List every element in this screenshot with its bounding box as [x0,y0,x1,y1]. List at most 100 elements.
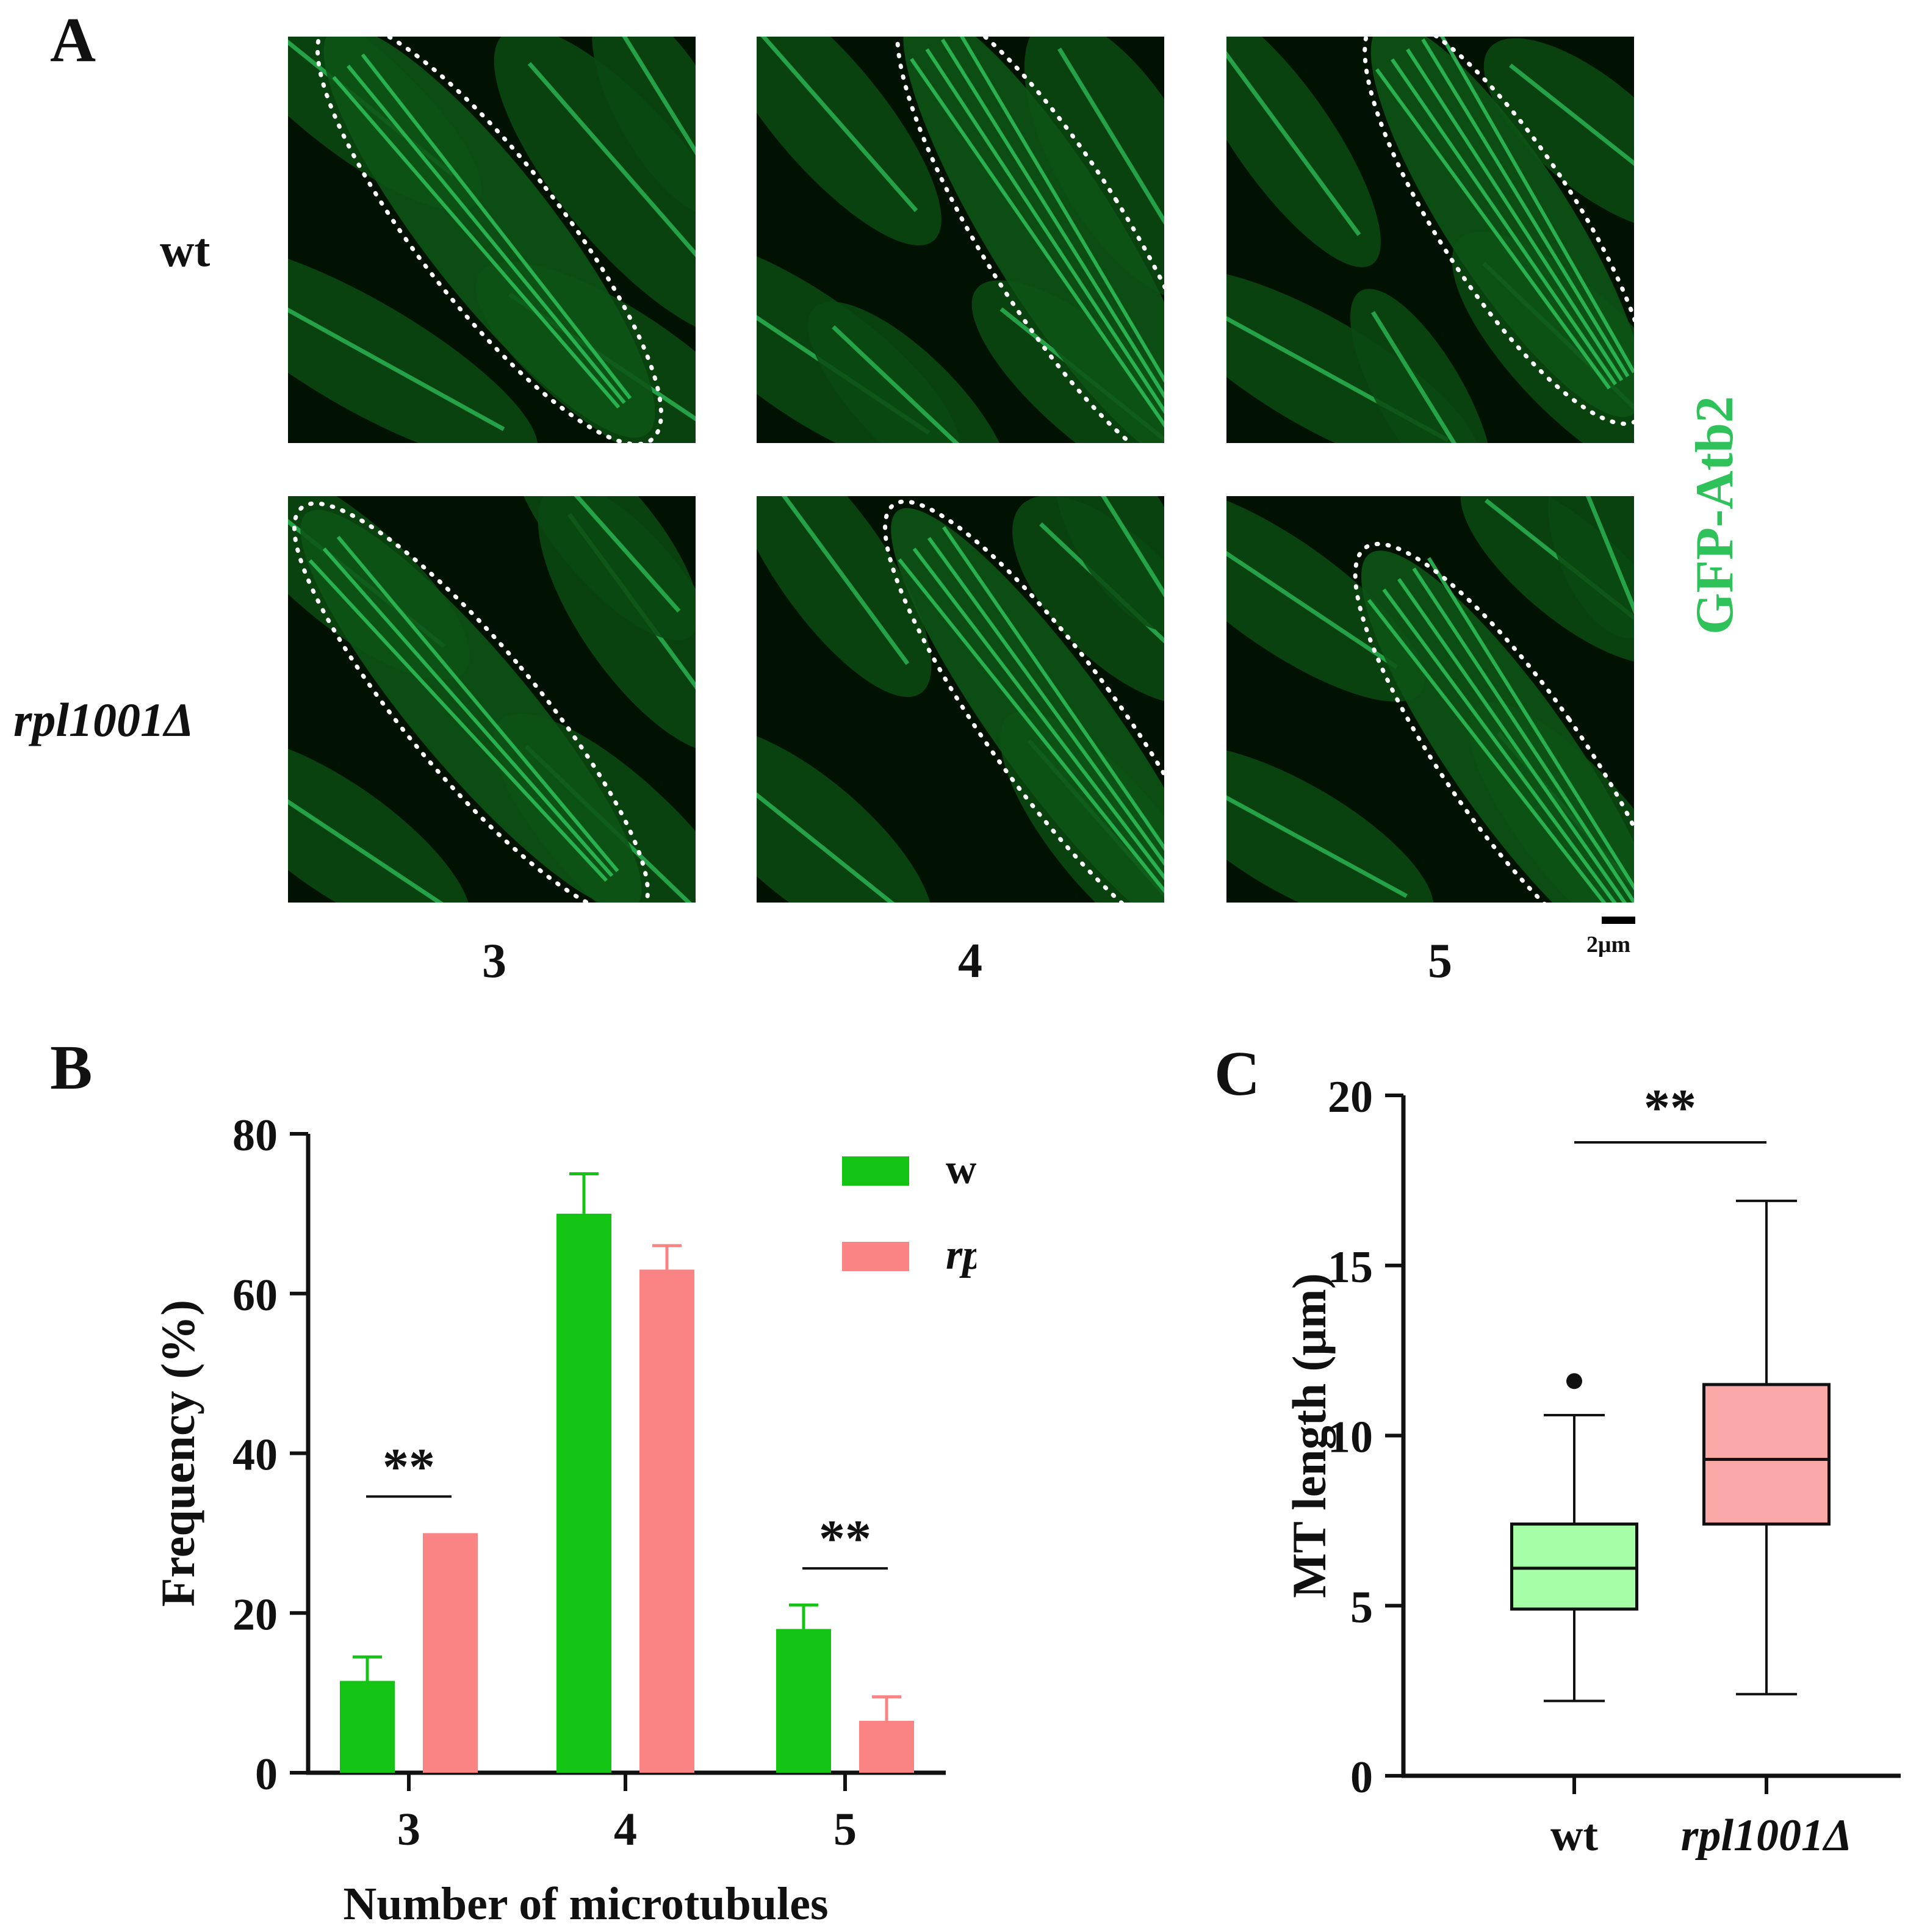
microtubule [1382,588,1634,903]
y-tick-label: 10 [1328,1413,1373,1463]
micrograph-wt-5 [1226,37,1634,443]
focus-cell [300,510,642,903]
cell-outline [1353,541,1634,903]
scale-bar-label: 2μm [1586,932,1631,957]
microtubule [942,526,1164,903]
microtubule [757,37,918,212]
panel-a-letter: A [50,5,96,75]
background-cell [511,496,696,641]
microtubule [927,536,1164,903]
microtubule [940,38,1164,428]
microtubule [288,271,505,431]
microtubule [1371,311,1478,443]
microtubule [361,53,632,400]
x-tick-label: rpl1001Δ [1681,1811,1852,1861]
microtubule [1406,48,1624,381]
microtubule [1391,58,1618,386]
y-tick-label: 60 [232,1271,278,1321]
x-tick-label: wt [1550,1811,1598,1861]
microtubule [910,57,1164,436]
microtubule [1226,772,1408,898]
micrograph-wt-3 [288,37,696,443]
significance-stars: ** [383,1437,435,1496]
background-cell [1350,289,1493,443]
row-label-wt: wt [160,223,211,276]
x-tick-label: 5 [833,1804,857,1855]
y-tick-label: 5 [1350,1582,1373,1632]
background-cell [288,242,538,443]
micrograph-rpl1001-5 [1226,496,1634,903]
channel-label: GFP-Atb2 [1685,395,1744,635]
box [1510,1522,1638,1611]
microtubule [757,496,910,665]
microtubule [1427,557,1634,903]
significance-stars: ** [1644,1078,1696,1137]
column-label-5: 5 [1428,934,1452,988]
focus-cell [903,37,1164,443]
focus-cell [1361,550,1634,903]
background-cell [592,37,696,218]
microtubule [956,37,1164,424]
background-cell [1226,745,1434,903]
x-tick-label: 3 [397,1804,420,1855]
microtubule [1412,568,1634,903]
box [1702,1383,1831,1526]
x-axis-label: Number of microtubules [343,1878,828,1930]
microtubule [898,558,1164,903]
microtubule [832,325,991,443]
microtubule [308,559,608,882]
panel-b-letter: B [50,1033,93,1103]
y-axis-label: MT length (μm) [1283,1273,1336,1598]
legend-swatch [842,1242,909,1271]
microtubule [322,547,614,878]
row-label-rpl1001: rpl1001Δ [13,693,194,746]
y-tick-label: 0 [1350,1753,1373,1803]
microtubule [336,535,619,873]
outlier-point [1566,1373,1582,1390]
legend-swatch [842,1156,909,1186]
y-tick-label: 80 [232,1111,278,1161]
y-tick-label: 15 [1328,1242,1373,1292]
microtubule [1057,48,1164,267]
micrograph-rpl1001-4 [757,496,1164,903]
panel-c-letter: C [1214,1039,1261,1109]
bar [776,1629,831,1773]
y-axis-label: Frequency (%) [151,1300,204,1607]
focus-cell [1370,37,1634,417]
micrograph-wt-4 [757,37,1164,443]
column-label-3: 3 [482,934,506,988]
cell-outline [883,499,1164,903]
cell-outline [292,501,650,903]
y-tick-label: 20 [1328,1072,1373,1122]
y-tick-label: 0 [255,1750,278,1800]
focus-cell [323,37,655,438]
background-cell [757,726,934,903]
microtubule [1226,513,1399,669]
cell-outline [1363,37,1634,426]
cell-outline [895,37,1164,443]
y-tick-label: 40 [232,1430,278,1480]
focus-cell [891,508,1164,903]
bar [556,1213,611,1773]
microtubule [535,496,681,613]
microtubule [347,65,626,404]
y-tick-label: 20 [232,1590,278,1640]
x-tick-label: 4 [614,1804,637,1855]
background-cell [1226,37,1381,267]
microtubule [1436,37,1634,373]
background-cell [1548,496,1634,638]
microtubule [1575,496,1634,618]
microtubule [757,754,908,903]
microtubule [1226,37,1361,236]
legend-label: rpl1001Δ [946,1231,976,1278]
microtubule [1375,68,1611,390]
scale-bar [1602,917,1635,924]
microtubule [912,547,1164,903]
legend-label: wt [946,1146,976,1193]
microtubule [1367,599,1632,903]
bar [859,1720,914,1773]
microtubule [1397,578,1634,903]
microtubule [332,76,621,409]
background-cell [1024,37,1164,300]
background-cell [288,736,471,903]
